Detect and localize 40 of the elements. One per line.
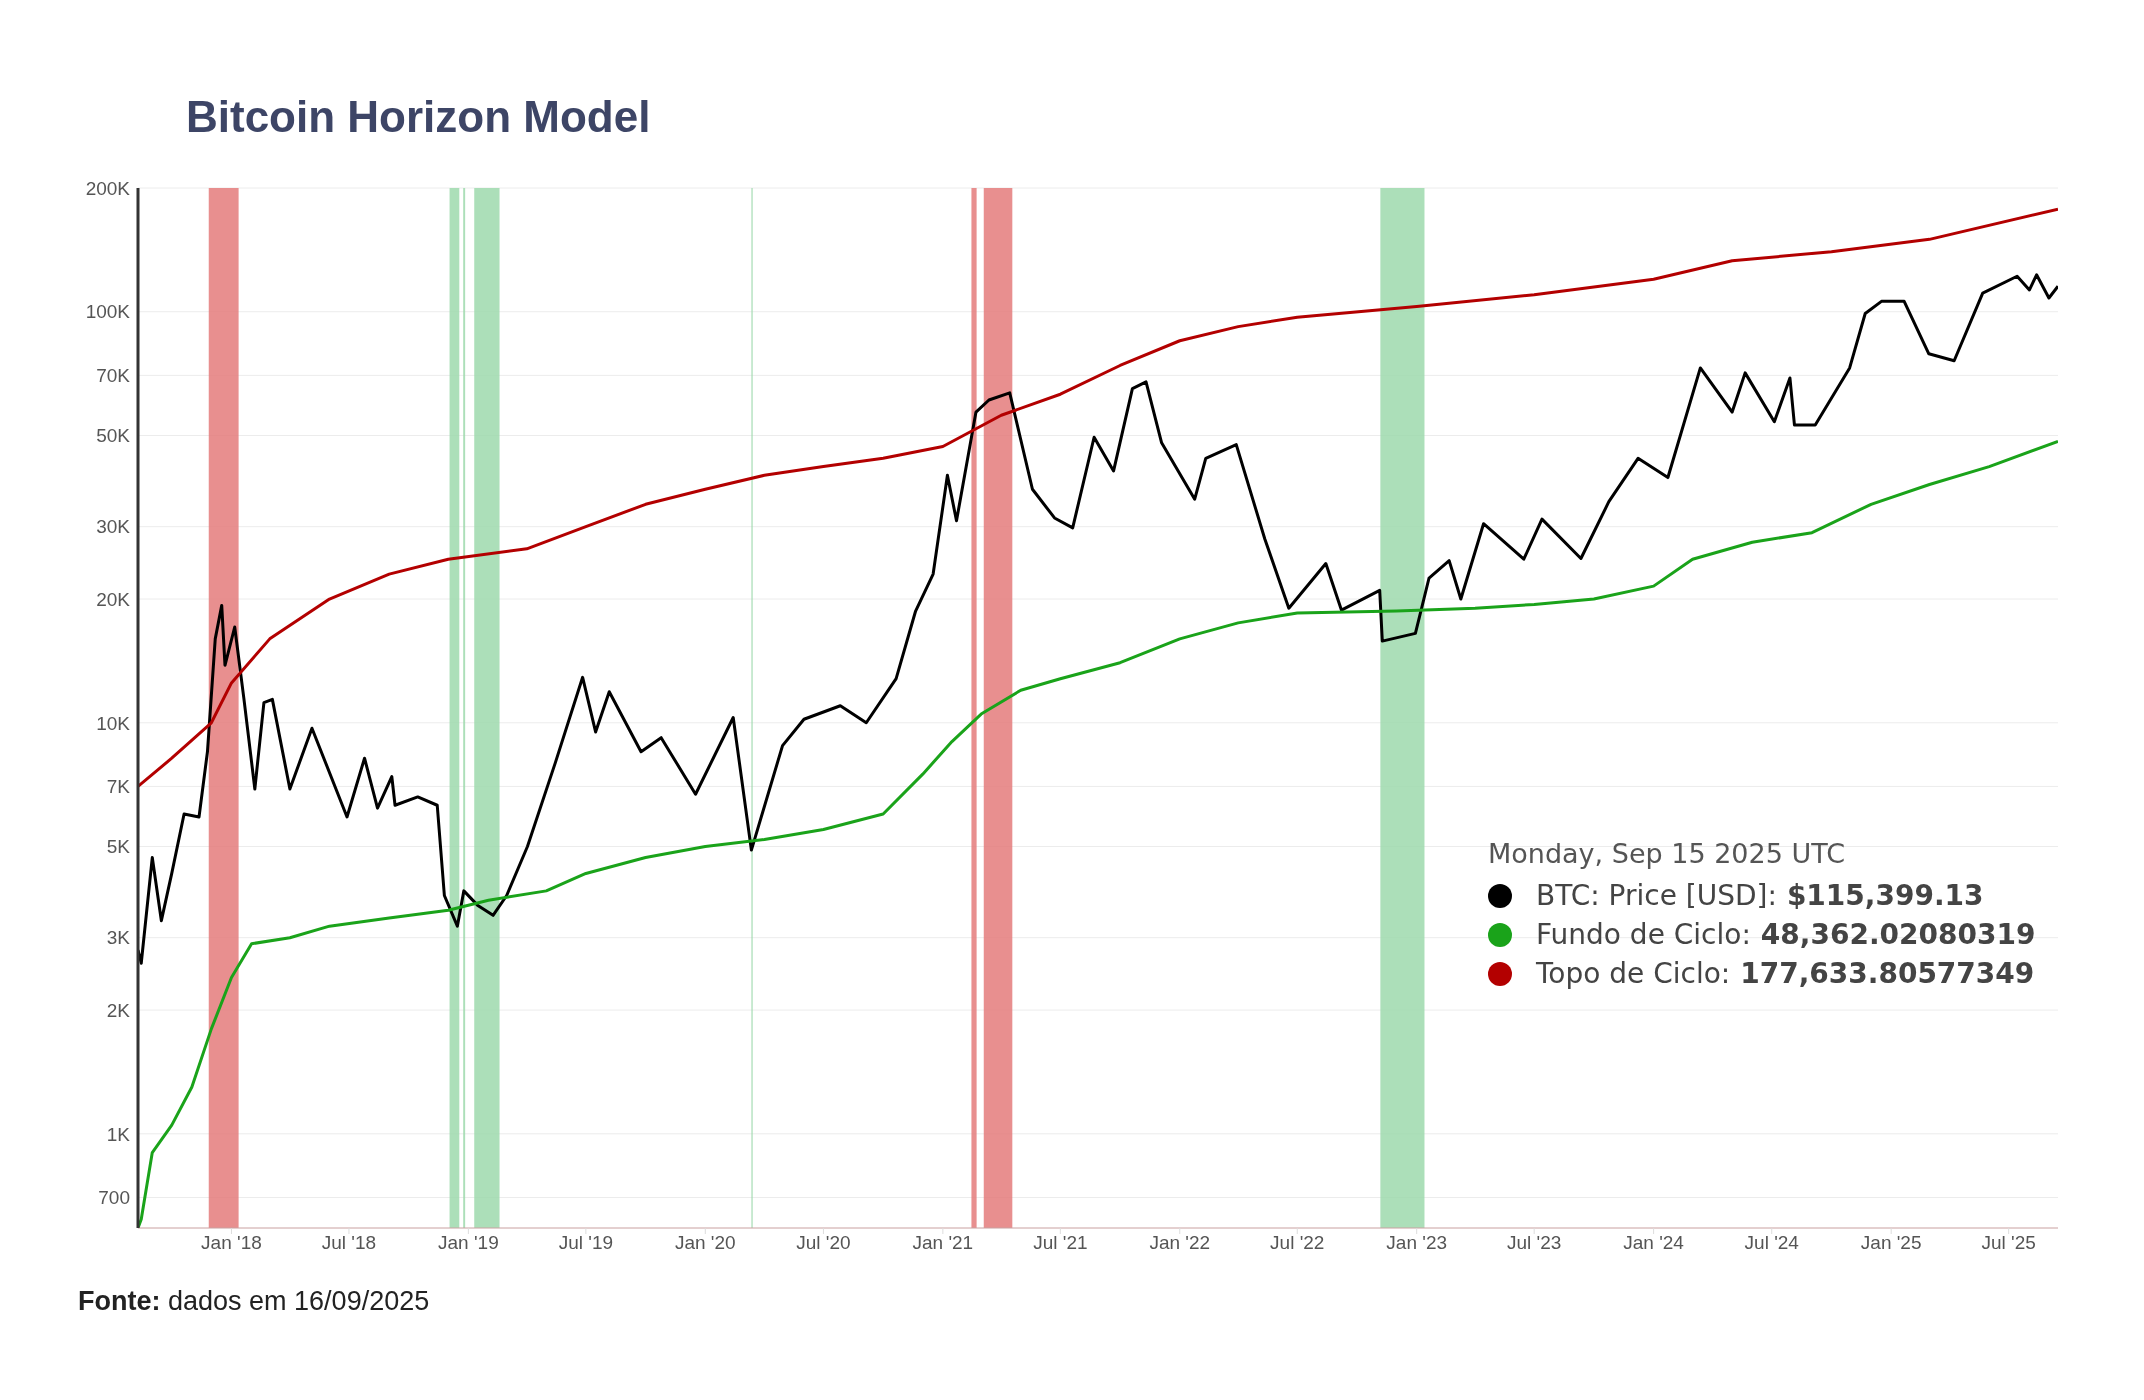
y-tick-label: 700 <box>98 1187 130 1209</box>
x-tick-label: Jul '23 <box>1507 1232 1562 1254</box>
y-tick-label: 50K <box>96 425 131 447</box>
x-tick-label: Jan '22 <box>1149 1232 1211 1254</box>
line-series <box>138 207 2058 788</box>
legend-label: Topo de Ciclo: <box>1536 957 1731 990</box>
x-tick-label: Jan '18 <box>201 1232 262 1254</box>
x-tick-label: Jan '24 <box>1623 1232 1685 1254</box>
y-tick-label: 70K <box>96 365 131 387</box>
x-tick-label: Jul '19 <box>558 1232 614 1254</box>
y-tick-label: 100K <box>85 301 131 323</box>
y-tick-label: 5K <box>106 836 131 858</box>
legend-label: BTC: Price [USD]: <box>1536 879 1777 912</box>
x-tick-label: Jan '21 <box>912 1232 974 1254</box>
y-tick-label: 20K <box>96 588 131 610</box>
y-tick-label: 10K <box>96 712 131 734</box>
annotation: $115,399.13 <box>1786 879 1984 912</box>
y-tick-label: 2K <box>106 999 131 1021</box>
chart-title: Bitcoin Horizon Model <box>186 92 651 142</box>
line-series <box>138 439 2058 1228</box>
x-tick-label: Jul '21 <box>1033 1232 1088 1254</box>
x-tick-label: Jan '23 <box>1386 1232 1448 1254</box>
y-tick-label: 200K <box>85 177 131 199</box>
annotation: 48,362.02080319 <box>1760 918 2036 951</box>
x-tick-label: Jul '20 <box>796 1232 851 1254</box>
x-tick-label: Jul '25 <box>1981 1232 2036 1254</box>
annotation: 177,633.80577349 <box>1740 957 2035 990</box>
y-tick-label: 30K <box>96 516 131 538</box>
annotation: Monday, Sep 15 2025 UTC <box>1488 838 1846 869</box>
x-tick-label: Jan '19 <box>438 1232 499 1254</box>
y-tick-label: 3K <box>106 927 131 949</box>
x-tick-label: Jan '25 <box>1860 1232 1922 1254</box>
x-tick-label: Jul '24 <box>1744 1232 1800 1254</box>
x-tick-label: Jan '20 <box>674 1232 736 1254</box>
y-tick-label: 7K <box>106 776 131 798</box>
x-tick-label: Jul '22 <box>1270 1232 1325 1254</box>
legend-label: Fundo de Ciclo: <box>1536 918 1751 951</box>
x-tick-label: Jul '18 <box>321 1232 377 1254</box>
source-note: Fonte: dados em 16/09/2025 <box>78 1286 430 1317</box>
y-tick-label: 1K <box>106 1123 131 1145</box>
